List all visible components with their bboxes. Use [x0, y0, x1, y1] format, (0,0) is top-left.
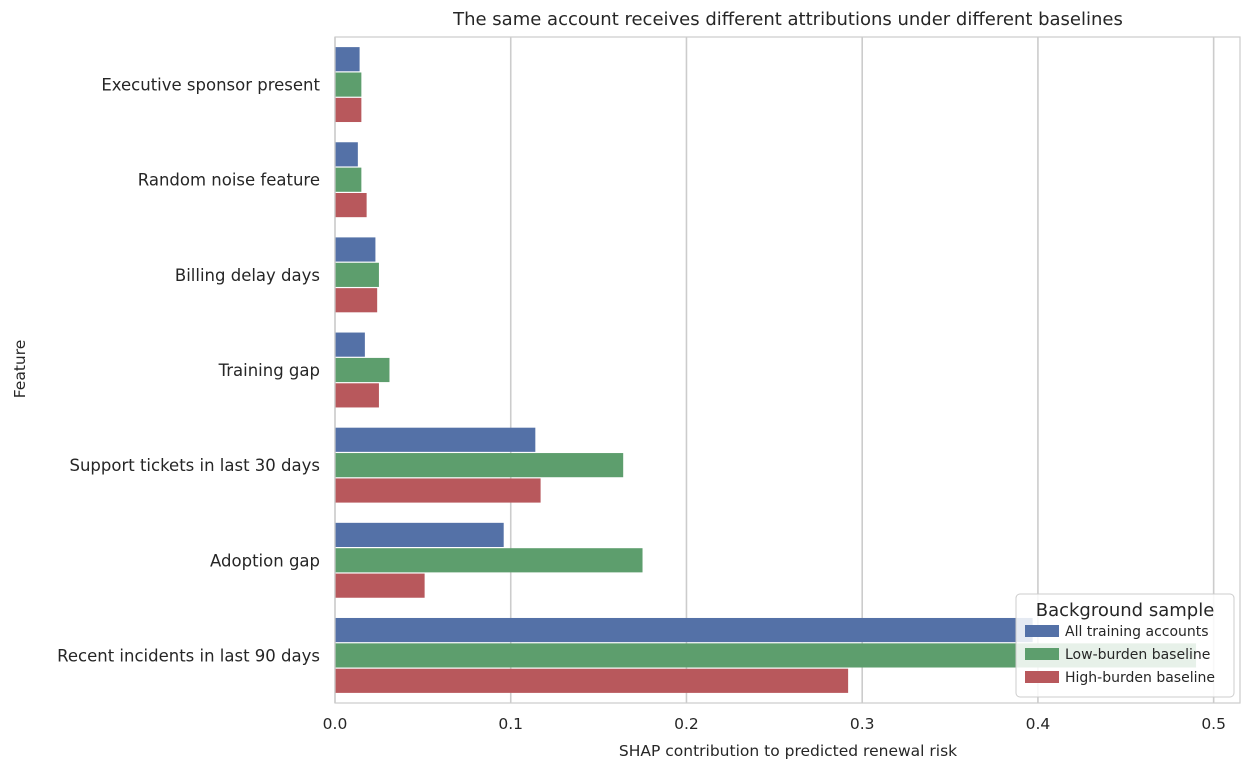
bar-all-training-accounts-3	[335, 332, 365, 357]
bar-all-training-accounts-6	[335, 617, 1033, 643]
legend-title: Background sample	[1036, 600, 1215, 621]
x-tick-label: 0.0	[323, 715, 348, 733]
bar-low-burden-baseline-5	[335, 548, 643, 573]
bar-high-burden-baseline-5	[335, 573, 425, 598]
x-tick-label: 0.3	[850, 715, 875, 733]
bar-high-burden-baseline-1	[335, 193, 367, 218]
bar-high-burden-baseline-2	[335, 288, 378, 313]
plot-frame	[334, 36, 1241, 704]
x-tick-label: 0.5	[1201, 715, 1226, 733]
bar-low-burden-baseline-3	[335, 357, 390, 383]
y-tick-label: Training gap	[218, 361, 320, 380]
x-tick-label: 0.4	[1026, 715, 1051, 733]
bar-all-training-accounts-1	[335, 142, 358, 167]
legend-swatch	[1025, 625, 1059, 637]
x-tick-label: 0.1	[498, 715, 523, 733]
legend-label: High-burden baseline	[1065, 670, 1215, 686]
legend-label: All training accounts	[1065, 624, 1209, 640]
legend: Background sample All training accounts L…	[1015, 593, 1235, 698]
y-tick-label: Executive sponsor present	[101, 76, 320, 95]
legend-entries: All training accounts Low-burden baseline…	[1025, 624, 1215, 686]
bar-all-training-accounts-2	[335, 237, 376, 262]
chart-title: The same account receives different attr…	[452, 9, 1123, 30]
y-tick-label: Recent incidents in last 90 days	[57, 646, 320, 665]
legend-swatch	[1025, 671, 1059, 683]
bar-low-burden-baseline-0	[335, 72, 362, 97]
bar-all-training-accounts-0	[335, 47, 360, 72]
y-tick-label: Support tickets in last 30 days	[69, 456, 320, 475]
bar-high-burden-baseline-3	[335, 383, 379, 408]
y-tick-labels: Executive sponsor present Random noise fe…	[57, 76, 320, 666]
y-tick-label: Adoption gap	[210, 551, 320, 570]
bar-low-burden-baseline-1	[335, 167, 362, 192]
legend-box	[1015, 593, 1235, 698]
legend-swatch	[1025, 648, 1059, 660]
y-tick-label: Billing delay days	[175, 266, 320, 285]
bar-high-burden-baseline-6	[335, 668, 849, 693]
bar-high-burden-baseline-4	[335, 478, 541, 503]
bar-low-burden-baseline-4	[335, 453, 624, 478]
bar-all-training-accounts-4	[335, 427, 536, 452]
bar-all-training-accounts-5	[335, 522, 504, 547]
y-axis-label: Feature	[11, 340, 29, 399]
x-axis-label: SHAP contribution to predicted renewal r…	[619, 742, 957, 760]
bar-high-burden-baseline-0	[335, 97, 362, 123]
legend-label: Low-burden baseline	[1065, 647, 1210, 663]
x-tick-label: 0.2	[674, 715, 699, 733]
x-tick-labels: 0.0 0.1 0.2 0.3 0.4 0.5	[323, 715, 1226, 733]
bar-low-burden-baseline-2	[335, 262, 379, 287]
y-tick-label: Random noise feature	[138, 171, 320, 190]
